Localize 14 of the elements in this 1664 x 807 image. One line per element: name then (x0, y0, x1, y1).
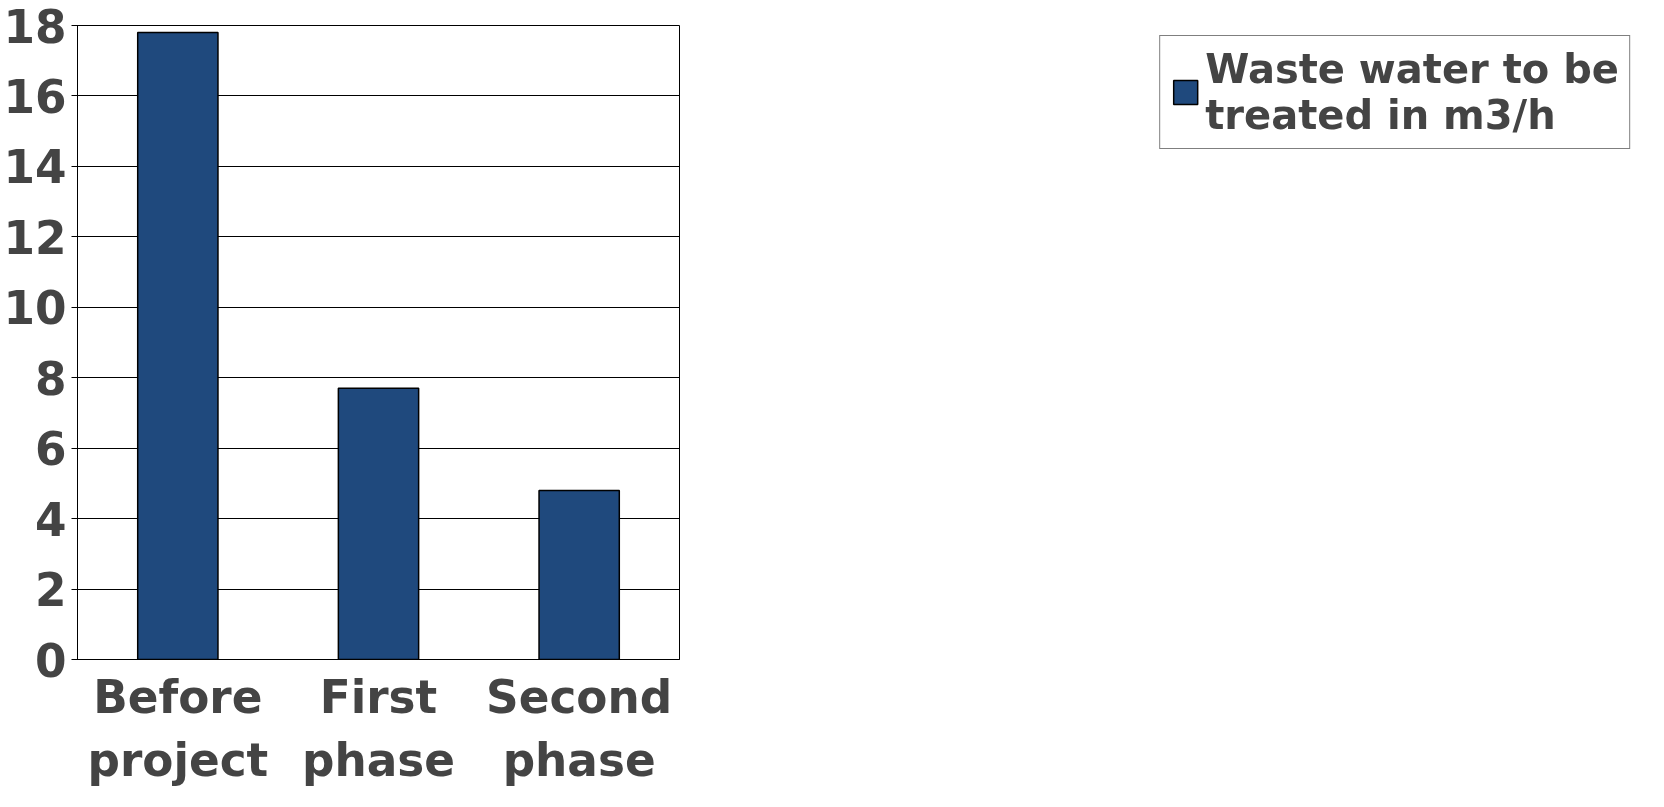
y-tick-label: 8 (34, 352, 67, 406)
y-tick-label: 6 (34, 423, 67, 477)
x-tick-label: Second phase (486, 670, 673, 788)
y-tick-label: 2 (34, 564, 67, 618)
y-tick-label: 14 (3, 141, 67, 195)
x-tick-label: First phase (301, 670, 456, 788)
y-tick-label: 0 (34, 634, 67, 688)
y-tick-label: 4 (34, 493, 67, 547)
y-tick-label: 18 (3, 0, 67, 54)
legend-label: Waste water to be treated in m3/h (1205, 46, 1619, 138)
y-tick-label: 16 (3, 70, 67, 124)
y-tick-label: 10 (3, 282, 67, 336)
y-tick-label: 12 (3, 211, 67, 265)
x-tick-label: Before project (87, 670, 269, 788)
